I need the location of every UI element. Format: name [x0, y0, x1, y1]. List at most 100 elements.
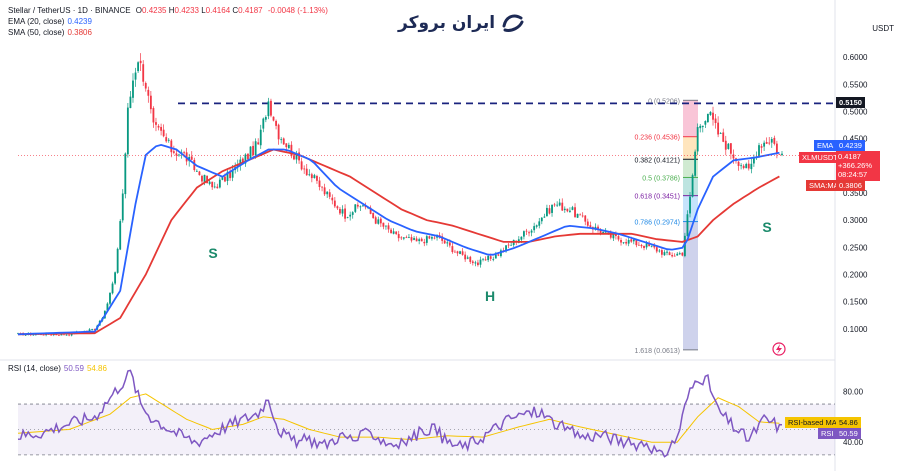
- candle-body: [124, 153, 127, 195]
- candle-body: [349, 214, 352, 217]
- candle-body: [410, 237, 413, 241]
- candle-body: [149, 95, 152, 110]
- candle-body: [193, 159, 196, 171]
- sma-legend-label: SMA (50, close): [8, 28, 65, 37]
- candle-body: [126, 107, 129, 155]
- candle-body: [132, 80, 134, 98]
- candle-body: [170, 140, 173, 153]
- price-axis-tick: 0.3000: [843, 216, 868, 225]
- candle-body: [303, 168, 306, 170]
- candle-body: [144, 83, 147, 89]
- candle-body: [510, 244, 513, 246]
- rsi-axis-tick: 40.00: [843, 438, 864, 447]
- candle-body: [160, 126, 163, 131]
- candle-body: [576, 213, 579, 218]
- candle-body: [556, 204, 559, 206]
- candle-body: [617, 236, 620, 240]
- candle-body: [719, 132, 722, 134]
- price-axis-tick: 0.4500: [843, 135, 868, 144]
- candle-body: [280, 139, 283, 141]
- fib-level-label: 0.618 (0.3451): [634, 194, 680, 201]
- candle-body: [423, 241, 426, 244]
- candle-body: [387, 225, 390, 230]
- price-axis-tick: 0.1000: [843, 325, 868, 334]
- sma-legend[interactable]: SMA (50, close) 0.3806: [8, 28, 92, 38]
- candle-body: [528, 232, 530, 234]
- fib-level-label: 0.5 (0.3786): [642, 175, 680, 182]
- candle-body: [464, 254, 467, 260]
- candle-body: [175, 153, 178, 156]
- candle-body: [704, 121, 707, 125]
- candle-body: [336, 206, 339, 209]
- candle-body: [308, 174, 311, 176]
- candle-body: [745, 163, 748, 169]
- candle-body: [400, 237, 403, 239]
- change-value: -0.0048 (-1.13%): [267, 6, 328, 15]
- candle-body: [546, 207, 548, 217]
- candle-body: [558, 202, 561, 206]
- ema-legend-label: EMA (20, close): [8, 17, 65, 26]
- sma-tag-value: 0.3806: [836, 180, 865, 191]
- candle-body: [165, 137, 168, 142]
- candle-body: [201, 175, 203, 182]
- lightning-icon-bolt: [776, 344, 782, 354]
- candle-body: [433, 237, 436, 239]
- price-tag-label: XLMUSDT: [799, 152, 841, 163]
- candle-body: [50, 334, 53, 336]
- price-axis-tick: 0.5000: [843, 108, 868, 117]
- candle-body: [653, 245, 656, 248]
- candle-body: [676, 253, 679, 256]
- candle-body: [763, 142, 766, 147]
- candle-body: [469, 256, 472, 262]
- candle-body: [742, 165, 745, 169]
- candle-body: [162, 129, 165, 137]
- candle-body: [533, 226, 536, 231]
- rsi-legend[interactable]: RSI (14, close) 50.59 54.86: [8, 364, 107, 374]
- fib-level-label: 1.618 (0.0613): [634, 348, 680, 355]
- candle-body: [183, 152, 186, 154]
- candle-body: [548, 208, 551, 214]
- sma-legend-value: 0.3806: [67, 28, 92, 37]
- candle-body: [451, 246, 454, 253]
- candle-body: [535, 225, 538, 227]
- candle-body: [203, 174, 206, 182]
- candle-body: [206, 175, 209, 184]
- candle-body: [313, 175, 316, 179]
- candle-body: [106, 303, 109, 311]
- candle-body: [221, 176, 224, 180]
- candle-body: [540, 217, 543, 222]
- candle-body: [551, 204, 553, 213]
- candle-body: [760, 146, 763, 148]
- candle-body: [408, 237, 410, 239]
- candle-body: [586, 221, 589, 226]
- broker-logo: ایران بروکر: [398, 12, 525, 34]
- candle-body: [390, 229, 392, 234]
- candle-body: [466, 257, 469, 259]
- fib-zone: [683, 221, 698, 350]
- candle-body: [247, 153, 249, 160]
- candle-body: [686, 214, 689, 237]
- candle-body: [231, 169, 234, 178]
- ema-legend-value: 0.4239: [67, 17, 92, 26]
- candle-body: [553, 204, 556, 206]
- candle-body: [441, 236, 444, 241]
- candle-body: [614, 233, 617, 236]
- rsi-ma-tag-label: RSI-based MA: [785, 417, 840, 428]
- rsi-tag-label: RSI: [818, 428, 837, 439]
- candle-body: [326, 191, 329, 195]
- candle-body: [277, 124, 280, 140]
- candle-body: [239, 159, 242, 166]
- right-shoulder-label: S: [762, 219, 771, 235]
- candle-body: [300, 161, 303, 170]
- candle-body: [650, 245, 653, 247]
- price-axis-tick: 0.2000: [843, 271, 868, 280]
- ema-legend[interactable]: EMA (20, close) 0.4239: [8, 17, 92, 27]
- candle-body: [612, 234, 615, 239]
- candle-body: [262, 118, 265, 129]
- candle-body: [740, 165, 743, 167]
- sma-50-line: [17, 148, 780, 336]
- candle-body: [172, 151, 175, 153]
- candle-body: [137, 62, 140, 72]
- candle-body: [574, 207, 576, 217]
